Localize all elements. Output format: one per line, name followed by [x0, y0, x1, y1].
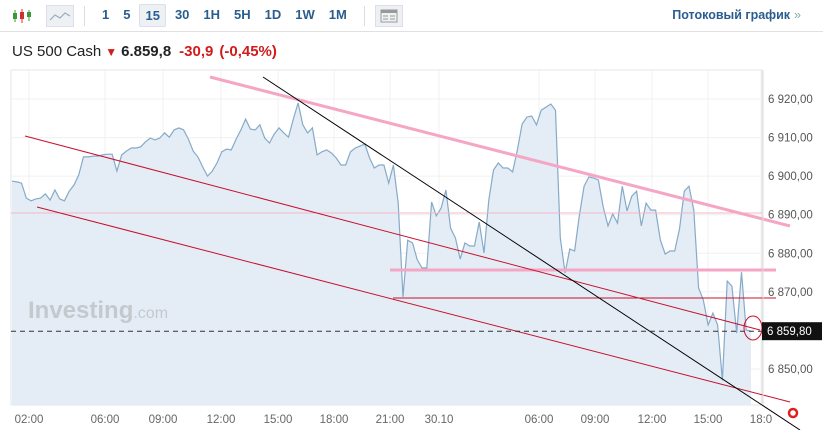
investing-watermark: Investing.com [28, 297, 168, 324]
candlestick-icon[interactable] [8, 5, 36, 27]
timeframe-1m[interactable]: 1M [328, 7, 347, 22]
x-tick-label: 15:00 [694, 414, 723, 426]
layout-icon[interactable] [374, 4, 403, 27]
streaming-chart-link[interactable]: Потоковый график» [672, 8, 801, 22]
y-tick-label: 6 850,00 [768, 364, 813, 376]
instrument-name: US 500 Cash [12, 43, 102, 60]
x-tick-label: 06:00 [525, 414, 554, 426]
trend-line-pink [209, 75, 791, 228]
x-tick-label: 15:00 [264, 414, 293, 426]
trend-line-black [262, 76, 801, 430]
price-line [11, 102, 752, 381]
y-tick-label: 6 910,00 [768, 133, 813, 145]
toolbar-divider [84, 5, 85, 26]
y-tick-label: 6 900,00 [768, 171, 813, 183]
watermark-suffix: .com [133, 305, 168, 322]
timeframe-1h[interactable]: 1H [203, 7, 221, 22]
x-tick-label: 21:00 [376, 414, 405, 426]
timeframe-1[interactable]: 1 [102, 7, 110, 22]
x-tick-label: 09:00 [581, 414, 610, 426]
price-change: -30,9 [179, 43, 214, 60]
x-tick-label: 18:00 [320, 414, 349, 426]
x-tick-label: 06:00 [91, 414, 120, 426]
y-tick-label: 6 880,00 [768, 248, 813, 260]
timeframe-1w[interactable]: 1W [295, 7, 315, 22]
timeframe-5h[interactable]: 5H [234, 7, 251, 22]
x-tick-label: 30.10 [425, 414, 454, 426]
current-price-badge [762, 322, 822, 341]
x-tick-label: 12:00 [638, 414, 667, 426]
quote-header: US 500 Cash ▼ 6.859,8 -30,9 (-0,45%) [12, 43, 277, 60]
x-tick-label: 18:0 [750, 414, 772, 426]
circle-marker [787, 407, 799, 419]
x-tick-label: 09:00 [149, 414, 178, 426]
timeframe-5[interactable]: 5 [123, 7, 131, 22]
timeframe-1d[interactable]: 1D [264, 7, 282, 22]
current-price-label: 6 859,80 [767, 326, 812, 338]
watermark-brand: Investing [28, 297, 133, 324]
y-tick-label: 6 870,00 [768, 287, 813, 299]
x-tick-label: 02:00 [15, 414, 44, 426]
y-tick-label: 6 890,00 [768, 210, 813, 222]
trend-line-red-lower [36, 206, 791, 403]
price-area-fill [12, 102, 751, 406]
area-chart-icon[interactable] [46, 4, 74, 27]
timeframe-30[interactable]: 30 [174, 7, 190, 22]
last-price: 6.859,8 [121, 43, 172, 60]
double-chevron-right-icon: » [794, 8, 801, 22]
toolbar-divider [363, 5, 365, 26]
timeframe-15[interactable]: 15 [139, 4, 166, 27]
streaming-chart-label: Потоковый график [672, 8, 791, 22]
y-tick-label: 6 920,00 [768, 94, 813, 106]
arrow-down-icon: ▼ [105, 44, 118, 59]
x-tick-label: 12:00 [207, 414, 236, 426]
price-change-percent: (-0,45%) [219, 43, 277, 60]
chart-toolbar: 1 5 15 30 1H 5H 1D 1W 1M Потоковый график» [0, 0, 823, 32]
